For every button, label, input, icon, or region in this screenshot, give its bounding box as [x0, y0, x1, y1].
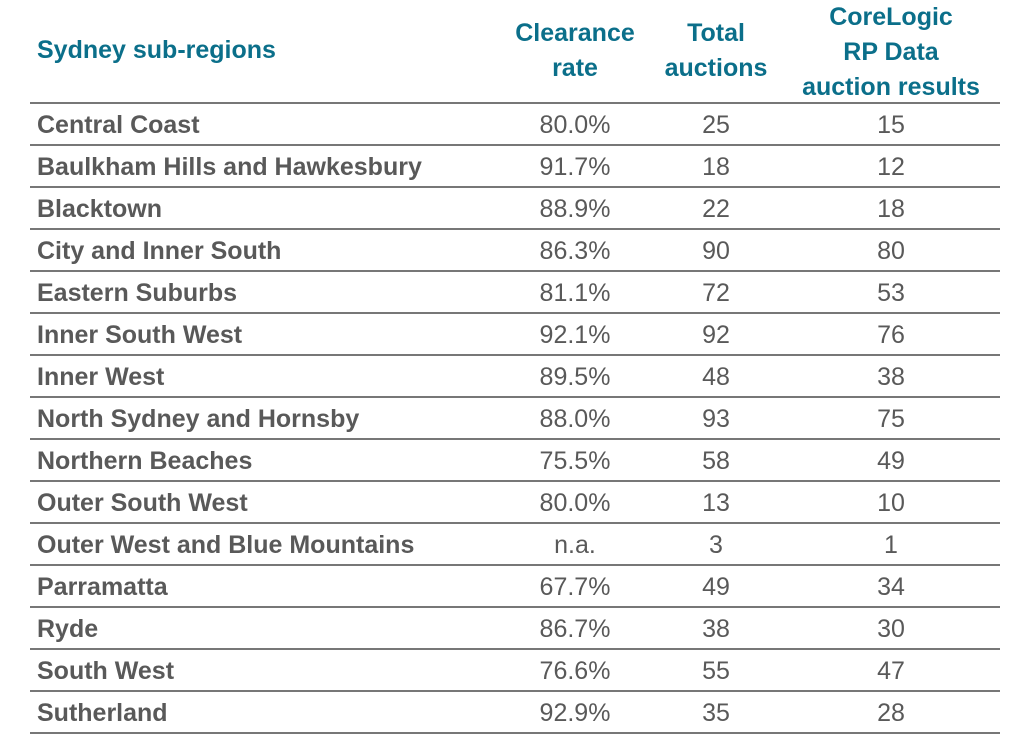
table-row: Northern Beaches 75.5% 58 49	[30, 440, 1000, 482]
clearance-rate-cell: 76.6%	[539, 657, 611, 685]
header-corelogic-line-2: RP Data	[843, 38, 939, 66]
clearance-rate-cell: 81.1%	[539, 279, 611, 307]
clearance-rate-cell: 75.5%	[539, 447, 611, 475]
region-cell: Blacktown	[37, 195, 163, 223]
corelogic-results-cell: 76	[877, 321, 905, 349]
header-clearance-rate: Clearance rate	[500, 16, 650, 86]
table-row: Parramatta 67.7% 49 34	[30, 566, 1000, 608]
region-cell: North Sydney and Hornsby	[37, 405, 360, 433]
corelogic-results-cell: 12	[877, 153, 905, 181]
total-auctions-cell: 3	[709, 531, 723, 559]
corelogic-results-cell: 1	[884, 531, 898, 559]
total-auctions-cell: 72	[702, 279, 730, 307]
clearance-rate-cell: 88.9%	[539, 195, 611, 223]
clearance-rate-cell: 80.0%	[539, 111, 611, 139]
region-cell: Parramatta	[37, 573, 168, 601]
clearance-rate-cell: n.a.	[554, 531, 596, 559]
total-auctions-cell: 93	[702, 405, 730, 433]
corelogic-results-cell: 10	[877, 489, 905, 517]
table-row: City and Inner South 86.3% 90 80	[30, 230, 1000, 272]
clearance-rate-cell: 80.0%	[539, 489, 611, 517]
clearance-rate-cell: 92.9%	[539, 699, 611, 727]
total-auctions-cell: 22	[702, 195, 730, 223]
corelogic-results-cell: 28	[877, 699, 905, 727]
table-row: Blacktown 88.9% 22 18	[30, 188, 1000, 230]
table-header: Sydney sub-regions Clearance rate Total …	[30, 0, 1000, 104]
total-auctions-cell: 90	[702, 237, 730, 265]
header-region-label: Sydney sub-regions	[37, 36, 276, 64]
corelogic-results-cell: 30	[877, 615, 905, 643]
table-row: Inner South West 92.1% 92 76	[30, 314, 1000, 356]
header-corelogic-line-1: CoreLogic	[829, 3, 953, 31]
region-cell: South West	[37, 657, 175, 685]
clearance-rate-cell: 92.1%	[539, 321, 611, 349]
corelogic-results-cell: 18	[877, 195, 905, 223]
total-auctions-cell: 13	[702, 489, 730, 517]
header-clearance-line-1: Clearance	[515, 19, 635, 47]
table-row: South West 76.6% 55 47	[30, 650, 1000, 692]
region-cell: Central Coast	[37, 111, 200, 139]
corelogic-results-cell: 49	[877, 447, 905, 475]
table-row: Baulkham Hills and Hawkesbury 91.7% 18 12	[30, 146, 1000, 188]
auction-results-table: Sydney sub-regions Clearance rate Total …	[30, 0, 1000, 734]
header-sydney-sub-regions: Sydney sub-regions	[37, 33, 276, 68]
region-cell: Eastern Suburbs	[37, 279, 238, 307]
table-row: Outer South West 80.0% 13 10	[30, 482, 1000, 524]
region-cell: Ryde	[37, 615, 99, 643]
table-row: Ryde 86.7% 38 30	[30, 608, 1000, 650]
region-cell: Inner South West	[37, 321, 243, 349]
region-cell: Northern Beaches	[37, 447, 253, 475]
clearance-rate-cell: 88.0%	[539, 405, 611, 433]
table-row: Sutherland 92.9% 35 28	[30, 692, 1000, 734]
total-auctions-cell: 35	[702, 699, 730, 727]
header-total-auctions: Total auctions	[656, 16, 776, 86]
region-cell: Outer South West	[37, 489, 248, 517]
region-cell: Inner West	[37, 363, 165, 391]
table-row: Inner West 89.5% 48 38	[30, 356, 1000, 398]
corelogic-results-cell: 34	[877, 573, 905, 601]
table-row: North Sydney and Hornsby 88.0% 93 75	[30, 398, 1000, 440]
header-total-line-2: auctions	[664, 54, 768, 82]
header-corelogic-results: CoreLogic RP Data auction results	[786, 0, 996, 105]
corelogic-results-cell: 75	[877, 405, 905, 433]
total-auctions-cell: 25	[702, 111, 730, 139]
region-cell: Outer West and Blue Mountains	[37, 531, 415, 559]
total-auctions-cell: 55	[702, 657, 730, 685]
total-auctions-cell: 58	[702, 447, 730, 475]
corelogic-results-cell: 15	[877, 111, 905, 139]
header-total-line-1: Total	[687, 19, 745, 47]
total-auctions-cell: 92	[702, 321, 730, 349]
table-row: Central Coast 80.0% 25 15	[30, 104, 1000, 146]
corelogic-results-cell: 47	[877, 657, 905, 685]
total-auctions-cell: 18	[702, 153, 730, 181]
clearance-rate-cell: 91.7%	[539, 153, 611, 181]
table-row: Outer West and Blue Mountains n.a. 3 1	[30, 524, 1000, 566]
region-cell: City and Inner South	[37, 237, 282, 265]
corelogic-results-cell: 38	[877, 363, 905, 391]
clearance-rate-cell: 86.3%	[539, 237, 611, 265]
header-clearance-line-2: rate	[552, 54, 598, 82]
table-body: Central Coast 80.0% 25 15 Baulkham Hills and…	[30, 104, 1000, 734]
total-auctions-cell: 49	[702, 573, 730, 601]
clearance-rate-cell: 89.5%	[539, 363, 611, 391]
clearance-rate-cell: 67.7%	[539, 573, 611, 601]
table-row: Eastern Suburbs 81.1% 72 53	[30, 272, 1000, 314]
corelogic-results-cell: 80	[877, 237, 905, 265]
region-cell: Sutherland	[37, 699, 168, 727]
total-auctions-cell: 38	[702, 615, 730, 643]
clearance-rate-cell: 86.7%	[539, 615, 611, 643]
corelogic-results-cell: 53	[877, 279, 905, 307]
region-cell: Baulkham Hills and Hawkesbury	[37, 153, 422, 181]
header-corelogic-line-3: auction results	[802, 73, 980, 101]
total-auctions-cell: 48	[702, 363, 730, 391]
